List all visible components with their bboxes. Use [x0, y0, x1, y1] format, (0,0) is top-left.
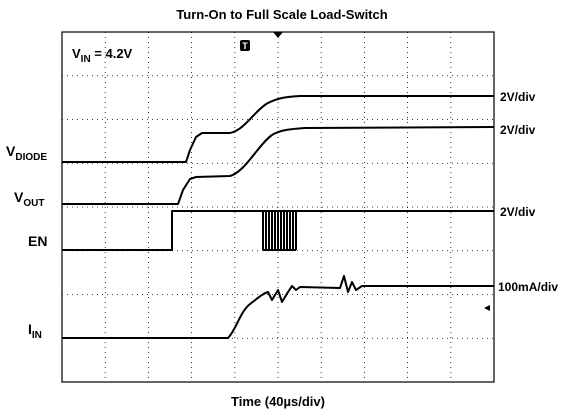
annotation-main: V: [72, 46, 81, 61]
en-burst: [262, 211, 297, 251]
annotation-rest: = 4.2V: [91, 46, 133, 61]
label-main: V: [6, 143, 16, 159]
scale-label: 2V/div: [500, 205, 536, 219]
vout-trace: [62, 126, 495, 205]
grid: [62, 32, 494, 382]
vin-annotation: VIN = 4.2V: [72, 46, 133, 65]
trace-label: VOUT: [14, 189, 44, 209]
title: Turn-On to Full Scale Load-Switch: [176, 7, 387, 22]
en-trace: [62, 210, 494, 251]
scale-labels: 2V/div 2V/div 2V/div 100mA/div: [498, 90, 558, 294]
ground-marker: [484, 305, 490, 311]
label-sub: DIODE: [15, 152, 47, 163]
scale-label: 2V/div: [500, 90, 536, 104]
x-axis-label: Time (40µs/div): [231, 394, 325, 409]
trigger-label: T: [242, 41, 248, 51]
traces: [62, 95, 495, 339]
label-sub: OUT: [23, 198, 44, 209]
trace-label: EN: [28, 233, 47, 249]
scale-label: 2V/div: [500, 123, 536, 137]
graticule: [61, 31, 495, 383]
scale-label: 100mA/div: [498, 280, 558, 294]
label-main: I: [28, 321, 32, 337]
label-main: V: [14, 189, 24, 205]
trace-label: VDIODE: [6, 143, 47, 163]
vdiode-trace: [62, 95, 494, 163]
trigger-marker: T: [240, 32, 283, 51]
annotation-sub: IN: [81, 54, 91, 65]
label-sub: IN: [32, 330, 42, 341]
trace-labels: VDIODE VOUT EN IIN: [6, 143, 47, 341]
label-main: EN: [28, 233, 47, 249]
iin-trace: [62, 275, 494, 339]
trace-label: IIN: [28, 321, 42, 341]
